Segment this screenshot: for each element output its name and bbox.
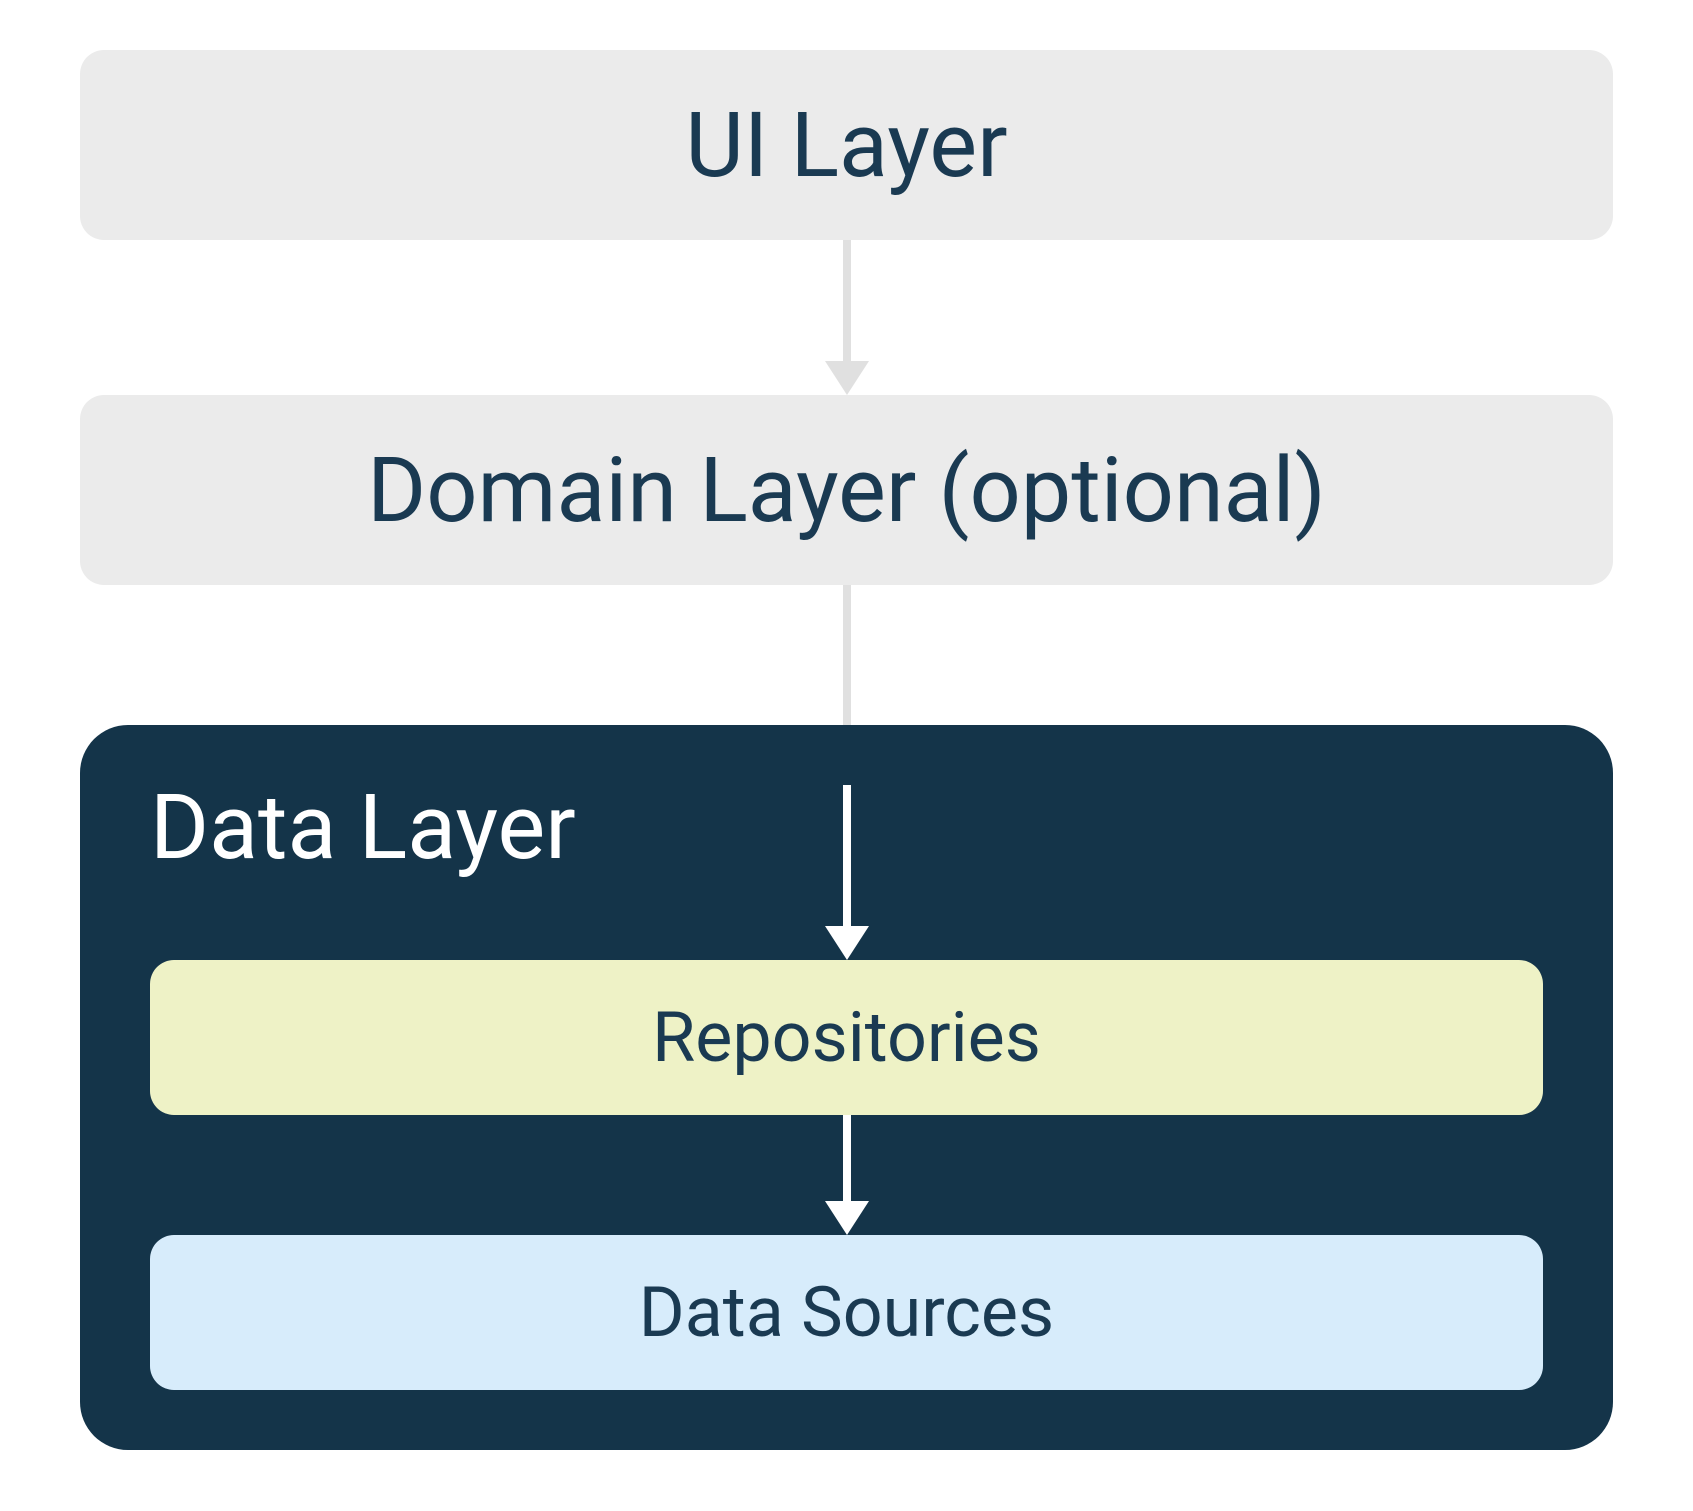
domain-layer-label: Domain Layer (optional) (367, 438, 1326, 543)
data-layer-inner-stack: Repositories Data Sources (150, 785, 1543, 1390)
data-sources-label: Data Sources (639, 1272, 1054, 1354)
arrow-line (843, 585, 851, 725)
ui-layer-label: UI Layer (685, 93, 1007, 198)
arrow-ui-to-domain (825, 240, 869, 395)
arrow-head-icon (825, 361, 869, 395)
arrow-line (843, 1115, 851, 1203)
data-sources-box: Data Sources (150, 1235, 1543, 1390)
repositories-label: Repositories (652, 997, 1041, 1079)
ui-layer-box: UI Layer (80, 50, 1613, 240)
domain-layer-box: Domain Layer (optional) (80, 395, 1613, 585)
arrow-line (843, 240, 851, 363)
data-layer-container: Data Layer Repositories Data Sources (80, 725, 1613, 1450)
repositories-box: Repositories (150, 960, 1543, 1115)
architecture-diagram: UI Layer Domain Layer (optional) Data La… (80, 50, 1613, 1450)
arrow-domain-to-data-top (843, 585, 851, 725)
arrow-head-icon (825, 1201, 869, 1235)
arrow-head-icon (825, 926, 869, 960)
arrow-domain-to-repositories (825, 785, 869, 960)
arrow-repositories-to-sources (825, 1115, 869, 1235)
arrow-line (843, 785, 851, 928)
